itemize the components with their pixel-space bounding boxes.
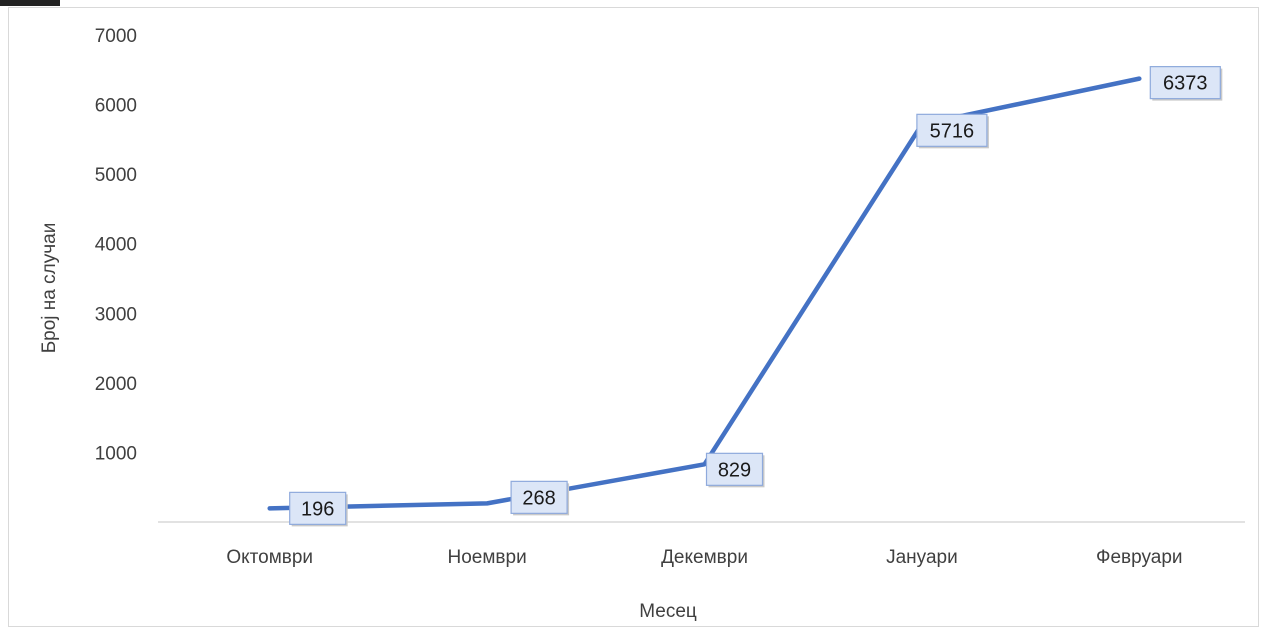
data-label-box: [705, 452, 764, 486]
y-axis-ticks: 1000 2000 3000 4000 5000 6000 7000: [95, 26, 137, 464]
data-label-value: 6373: [1163, 73, 1208, 95]
chart-frame: [8, 7, 1259, 627]
y-tick-label: 7000: [95, 26, 137, 47]
data-label-box: [510, 480, 568, 514]
y-tick-label: 4000: [95, 235, 137, 256]
data-label-box: [916, 113, 988, 147]
data-label: 268: [510, 480, 570, 516]
x-tick-label: Јануари: [886, 547, 958, 568]
x-tick-label: Декември: [661, 547, 748, 568]
data-labels: 196 268 829 5716 6373: [289, 66, 1223, 527]
data-label-box: [289, 491, 347, 525]
series-line: [267, 76, 1142, 511]
y-axis-title: Број на случаи: [39, 223, 60, 354]
caption-underline: [0, 0, 60, 6]
data-label-value: 829: [718, 459, 751, 481]
data-label-value: 196: [301, 498, 334, 520]
y-tick-label: 2000: [95, 374, 137, 395]
x-axis-ticks: Октомври Ноември Декември Јануари Февруари: [226, 547, 1182, 568]
y-tick-label: 1000: [95, 443, 137, 464]
data-label: 196: [289, 491, 348, 527]
y-tick-label: 6000: [95, 96, 137, 117]
x-tick-label: Февруари: [1096, 547, 1183, 568]
data-label-value: 268: [522, 487, 555, 509]
data-label-value: 5716: [930, 120, 975, 142]
data-label: 5716: [916, 113, 989, 149]
data-label: 6373: [1149, 66, 1223, 101]
x-tick-label: Ноември: [447, 547, 526, 568]
x-tick-label: Октомври: [226, 547, 313, 568]
x-axis-title: Месец: [639, 601, 697, 622]
data-label: 829: [705, 452, 765, 488]
y-tick-label: 5000: [95, 165, 137, 186]
data-label-box: [1149, 66, 1221, 100]
cropped-caption-strip: [0, 0, 600, 8]
y-tick-label: 3000: [95, 304, 137, 325]
